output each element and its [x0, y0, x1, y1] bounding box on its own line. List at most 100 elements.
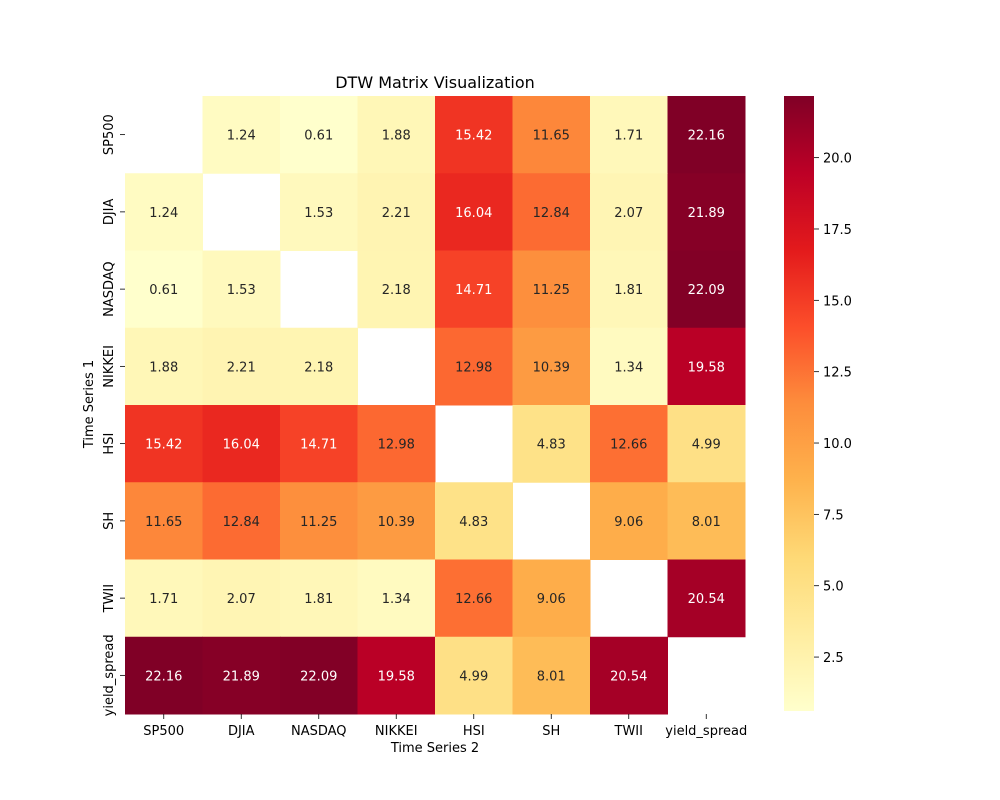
cell-value-label: 22.09 — [688, 283, 725, 298]
y-tick-label: HSI — [102, 433, 117, 455]
cell-value-label: 1.81 — [304, 592, 333, 607]
cell-value-label: 14.71 — [455, 283, 492, 298]
x-axis-ticks: SP500 DJIA NASDAQ NIKKEI HSI SH TWII yield_spre… — [143, 714, 747, 739]
colorbar-tick-label: 10.0 — [823, 437, 852, 452]
colorbar-tick-label: 2.5 — [823, 651, 844, 666]
cell-value-label: 11.65 — [145, 515, 182, 530]
heatmap-cell — [125, 327, 203, 406]
colorbar-tick-label: 5.0 — [823, 580, 844, 595]
heatmap-cell — [280, 96, 358, 174]
heatmap-cell — [435, 250, 513, 329]
colorbar-tick-label: 20.0 — [823, 152, 852, 167]
heatmap-cell — [590, 636, 668, 715]
heatmap-cell — [280, 482, 358, 560]
cell-value-label: 22.16 — [145, 669, 182, 684]
heatmap-cell — [125, 173, 203, 251]
cell-value-label: 1.88 — [382, 129, 411, 144]
x-tick-label: SP500 — [143, 724, 184, 739]
cell-value-label: 12.98 — [455, 360, 492, 375]
heatmap-cell — [202, 559, 281, 638]
cell-value-label: 16.04 — [223, 438, 260, 453]
cell-value-label: 20.54 — [688, 592, 725, 607]
heatmap-cell — [435, 482, 513, 560]
cell-value-label: 12.66 — [455, 592, 492, 607]
cell-value-label: 21.89 — [688, 206, 725, 221]
colorbar-gradient — [784, 96, 814, 711]
y-tick-label: DJIA — [102, 198, 117, 225]
cell-value-label: 11.25 — [533, 283, 570, 298]
heatmap-cell — [125, 405, 203, 483]
heatmap-cell — [590, 327, 668, 406]
cell-value-label: 12.98 — [378, 438, 415, 453]
cell-value-label: 16.04 — [455, 206, 492, 221]
y-axis-label: Time Series 1 — [82, 360, 97, 449]
heatmap-cell — [280, 559, 358, 638]
heatmap-cell — [512, 173, 591, 251]
cell-value-label: 1.34 — [614, 360, 643, 375]
cell-value-label: 15.42 — [455, 129, 492, 144]
heatmap-cell — [202, 405, 281, 483]
cell-value-label: 1.81 — [614, 283, 643, 298]
cell-value-label: 15.42 — [145, 438, 182, 453]
cell-value-label: 4.83 — [537, 438, 566, 453]
cell-value-label: 0.61 — [149, 283, 178, 298]
cell-value-label: 10.39 — [378, 515, 415, 530]
x-tick-label: HSI — [463, 724, 485, 739]
cell-value-label: 1.24 — [149, 206, 178, 221]
cell-value-label: 22.09 — [300, 669, 337, 684]
heatmap-cell — [202, 636, 281, 715]
y-tick-label: yield_spread — [102, 634, 117, 716]
heatmap-cell — [435, 636, 513, 715]
heatmap-cell — [512, 96, 591, 174]
cell-value-label: 0.61 — [304, 129, 333, 144]
cell-value-label: 4.99 — [692, 438, 721, 453]
y-tick-label: SH — [102, 512, 117, 530]
cell-value-label: 19.58 — [378, 669, 415, 684]
cell-value-label: 9.06 — [537, 592, 566, 607]
heatmap-cell — [667, 96, 746, 174]
chart-title: DTW Matrix Visualization — [335, 73, 535, 92]
heatmap-cell — [280, 173, 358, 251]
heatmap-cell — [357, 405, 436, 483]
heatmap-cell — [280, 405, 358, 483]
heatmap-cell — [357, 96, 436, 174]
cell-value-label: 14.71 — [300, 438, 337, 453]
x-tick-label: SH — [542, 724, 560, 739]
heatmap-cell — [202, 96, 281, 174]
cell-value-label: 1.34 — [382, 592, 411, 607]
heatmap-cell — [202, 327, 281, 406]
heatmap-cell — [667, 250, 746, 329]
heatmap-cell — [125, 636, 203, 715]
heatmap-cell — [280, 327, 358, 406]
heatmap-cell — [512, 250, 591, 329]
heatmap-cell — [512, 405, 591, 483]
cell-value-label: 8.01 — [537, 669, 566, 684]
heatmap-cell — [435, 173, 513, 251]
x-tick-label: yield_spread — [665, 724, 747, 739]
cell-value-label: 2.21 — [382, 206, 411, 221]
y-axis-ticks: SP500 DJIA NASDAQ NIKKEI HSI SH TWII yield_spre… — [102, 114, 125, 716]
heatmap-cell — [512, 327, 591, 406]
cell-value-label: 1.88 — [149, 360, 178, 375]
heatmap-cell — [202, 482, 281, 560]
y-tick-label: NIKKEI — [102, 345, 117, 388]
cell-value-label: 12.66 — [610, 438, 647, 453]
heatmap-cell — [357, 173, 436, 251]
x-tick-label: DJIA — [228, 724, 255, 739]
colorbar: 2.5 5.0 7.5 10.0 12.5 15.0 17.5 20.0 — [784, 96, 852, 711]
heatmap-cell — [667, 173, 746, 251]
cell-value-label: 22.16 — [688, 129, 725, 144]
cell-value-label: 1.53 — [227, 283, 256, 298]
heatmap-cell — [667, 405, 746, 483]
heatmap-cell — [590, 405, 668, 483]
heatmap-cell — [435, 96, 513, 174]
cell-value-label: 2.07 — [614, 206, 643, 221]
colorbar-tick-label: 17.5 — [823, 223, 852, 238]
heatmap-cell — [435, 559, 513, 638]
heatmap-cell — [125, 559, 203, 638]
colorbar-tick-label: 12.5 — [823, 366, 852, 381]
x-tick-label: TWII — [614, 724, 643, 739]
colorbar-tick-label: 15.0 — [823, 294, 852, 309]
